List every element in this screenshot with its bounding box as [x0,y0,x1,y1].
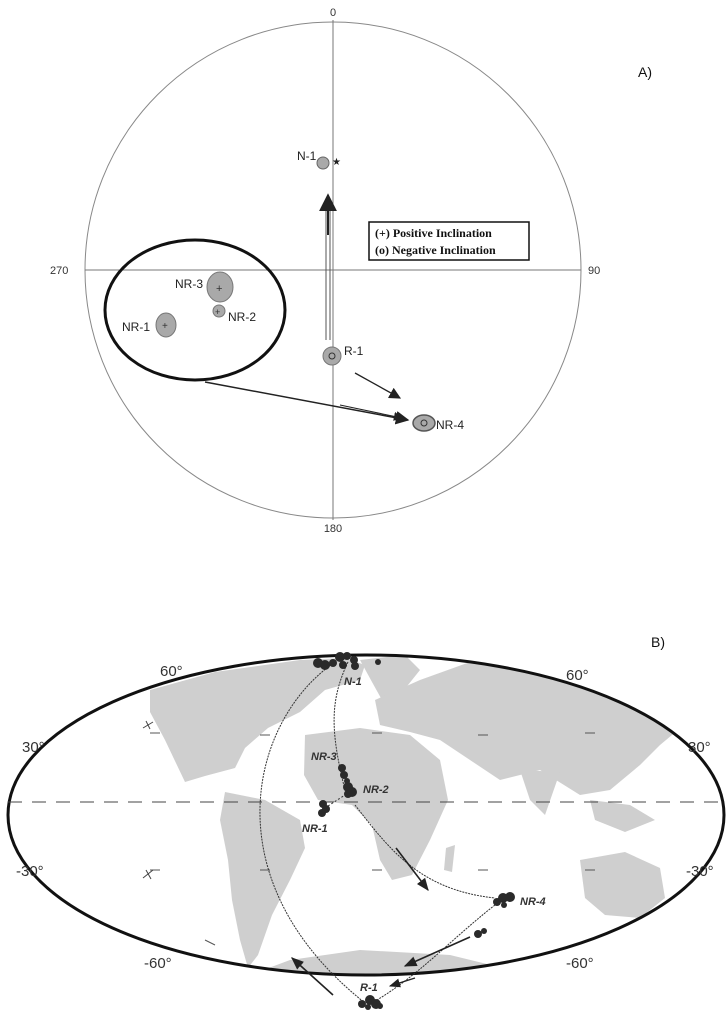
land-se-asia [590,800,655,832]
arrow-toward-r1 [403,936,471,967]
vgp-cluster-nr2 [343,782,357,798]
site-nr1-label: NR-1 [122,320,150,334]
vgp-label-r1: R-1 [360,982,378,994]
lat-60s-left: -60° [144,955,172,972]
vgp-cluster-nr3 [338,764,350,784]
arrow-south-africa [395,847,429,892]
panel-a-label: A) [638,64,652,80]
graticule-marks [150,732,595,946]
arrow-r1-detail [388,977,416,988]
graticule-crosses [142,720,154,880]
site-nr2: + NR-2 [212,304,256,324]
lat-60s-right: -60° [566,955,594,972]
lat-60n-right: 60° [566,667,589,684]
site-n1-label: N-1 [297,149,317,163]
site-r1: R-1 [322,344,364,366]
cluster-ellipse [103,238,287,382]
lat-30n-right: 30° [688,739,711,756]
land-masses [150,655,690,975]
direction-east: 90 [588,265,600,277]
vgp-cluster-nr4 [474,892,515,938]
stereonet-panel: 0 90 180 270 A) (+) Positive Inclination… [50,7,652,535]
vgp-cluster-nr1 [318,800,330,817]
site-nr3: + NR-3 [175,271,234,303]
vgp-label-nr2: NR-2 [363,784,389,796]
vgp-label-nr1: NR-1 [302,823,328,835]
lat-30s-right: -30° [686,863,714,880]
lat-30n-left: 30° [22,739,45,756]
land-south-america [220,792,305,968]
arrow-cluster-to-nr4 [204,381,410,425]
direction-west: 270 [50,265,68,277]
site-nr3-label: NR-3 [175,277,203,291]
land-north-america [150,658,365,782]
arrow-cluster-to-nr4-b [339,404,403,421]
site-nr4: NR-4 [412,414,464,432]
vgp-label-nr3: NR-3 [311,751,337,763]
vgp-cluster-n1 [313,652,381,670]
arrow-r1-to-nr4 [354,372,402,399]
svg-text:★: ★ [332,157,341,168]
lat-60n-left: 60° [160,663,183,680]
site-r1-label: R-1 [344,344,364,358]
legend-positive: (+) Positive Inclination [375,226,492,240]
vgp-label-n1: N-1 [344,676,362,688]
svg-text:+: + [215,307,220,317]
lat-30s-left: -30° [16,863,44,880]
vgp-path-west [259,661,366,1004]
panel-b-label: B) [651,634,665,650]
svg-text:+: + [216,283,222,295]
vgp-map-panel: B) [6,634,726,1010]
legend-negative: (o) Negative Inclination [375,243,496,257]
site-n1: ★ N-1 [297,149,341,170]
land-australia [580,852,665,918]
land-india [520,770,560,815]
vgp-path-nr4-r1 [371,904,496,1004]
direction-south: 180 [324,523,342,535]
direction-north: 0 [330,7,336,19]
vgp-label-nr4: NR-4 [520,896,546,908]
site-nr1: + NR-1 [122,312,177,338]
vgp-cluster-r1 [358,995,383,1010]
site-nr2-label: NR-2 [228,310,256,324]
site-nr4-label: NR-4 [436,418,464,432]
map-outline [6,653,726,977]
land-madagascar [444,845,455,872]
legend-box [368,221,530,261]
vgp-link-nr1-nr2 [327,794,346,807]
arrow-r1-to-west [291,957,334,996]
land-antarctica [210,950,560,975]
svg-text:+: + [162,321,168,332]
